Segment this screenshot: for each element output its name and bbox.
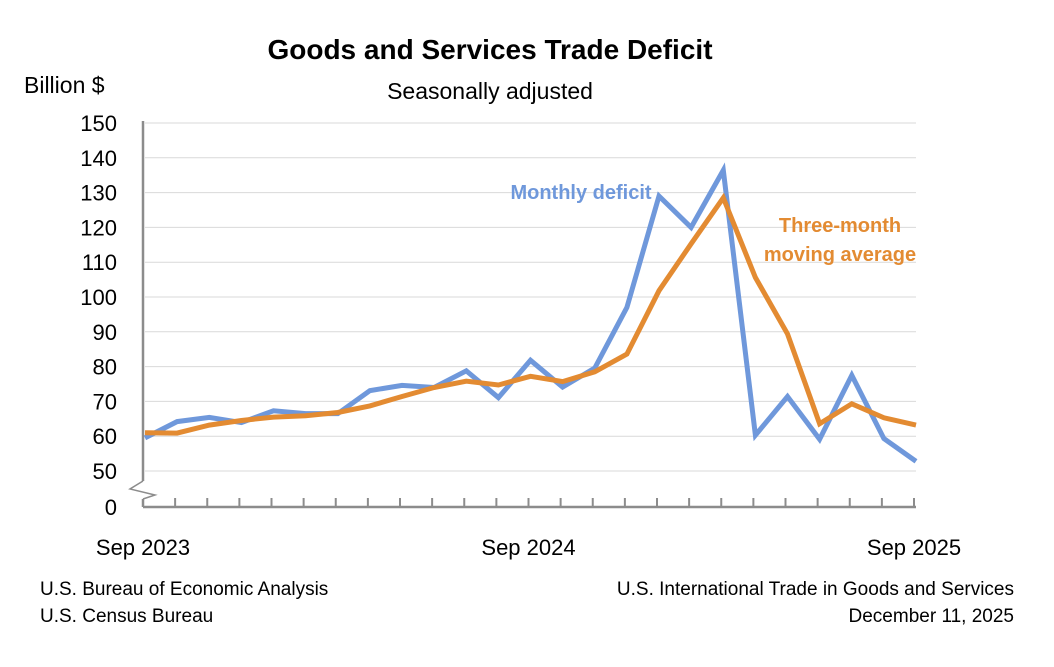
y-tick-label: 70 bbox=[93, 389, 117, 414]
axes bbox=[128, 121, 916, 509]
y-tick-label: 100 bbox=[80, 285, 117, 310]
y-tick-label: 150 bbox=[80, 111, 117, 136]
y-axis-label: Billion $ bbox=[24, 72, 105, 98]
y-tick-label: 90 bbox=[93, 320, 117, 345]
y-tick-label: 110 bbox=[82, 250, 117, 275]
y-tick-label: 50 bbox=[93, 459, 117, 484]
footer-release: U.S. International Trade in Goods and Se… bbox=[617, 576, 1014, 630]
moving-average-label-line1: Three-month bbox=[779, 215, 901, 237]
y-tick-label: 80 bbox=[93, 355, 117, 380]
footer-sources: U.S. Bureau of Economic Analysis U.S. Ce… bbox=[40, 576, 328, 630]
footer-source-census: U.S. Census Bureau bbox=[40, 606, 214, 627]
series-lines bbox=[143, 162, 918, 464]
y-tick-label: 60 bbox=[93, 424, 117, 449]
x-tick-label: Sep 2023 bbox=[96, 535, 190, 560]
footer-release-date: December 11, 2025 bbox=[848, 606, 1014, 627]
chart-subtitle: Seasonally adjusted bbox=[387, 78, 593, 104]
moving-average-line bbox=[144, 192, 917, 436]
y-tick-label: 130 bbox=[80, 181, 117, 206]
x-tick-label: Sep 2024 bbox=[481, 535, 575, 560]
x-tick-labels: Sep 2023 Sep 2024 Sep 2025 bbox=[96, 535, 961, 560]
moving-average-label-line2: moving average bbox=[764, 244, 916, 266]
chart-title: Goods and Services Trade Deficit bbox=[267, 34, 713, 65]
y-tick-label: 0 bbox=[105, 495, 117, 520]
monthly-deficit-label: Monthly deficit bbox=[510, 182, 651, 204]
series-labels: Monthly deficit Three-month moving average bbox=[510, 182, 916, 266]
axis-break-icon bbox=[128, 480, 158, 500]
y-tick-labels: 0 50 60 70 80 90 100 110 120 130 140 150 bbox=[80, 111, 117, 520]
footer-release-name: U.S. International Trade in Goods and Se… bbox=[616, 579, 1014, 600]
y-tick-label: 120 bbox=[80, 215, 117, 240]
y-tick-label: 140 bbox=[80, 146, 117, 171]
x-tick-label: Sep 2025 bbox=[867, 535, 961, 560]
monthly-deficit-line bbox=[143, 162, 918, 464]
footer-source-bea: U.S. Bureau of Economic Analysis bbox=[40, 579, 329, 600]
